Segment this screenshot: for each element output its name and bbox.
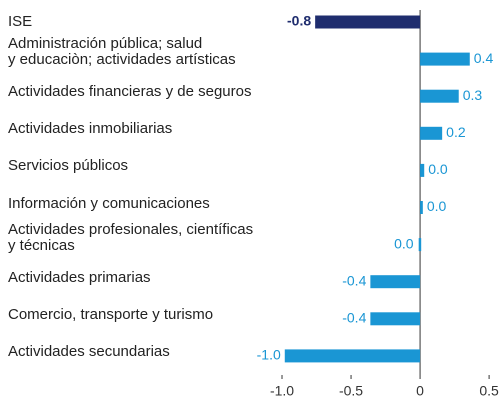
value-label: 0.3 <box>463 87 483 103</box>
value-label: -0.4 <box>342 310 366 326</box>
bar <box>284 349 421 363</box>
category-label: Servicios públicos <box>8 157 129 175</box>
category-label: Comercio, transporte y turismo <box>8 305 214 323</box>
value-label: -0.4 <box>342 272 366 288</box>
bar <box>315 15 421 29</box>
x-tick-label: -0.5 <box>339 383 363 399</box>
category-label: Información y comunicaciones <box>8 194 210 212</box>
bar <box>420 163 425 177</box>
bar <box>370 275 421 289</box>
bar <box>418 238 422 252</box>
bar <box>420 52 470 66</box>
value-label: 0.2 <box>446 124 466 140</box>
bar <box>420 201 423 214</box>
value-label: 0.4 <box>474 50 494 66</box>
x-tick-label: 0.5 <box>479 383 499 399</box>
x-tick-label: 0 <box>416 383 424 399</box>
category-label: Actividades primarias <box>8 268 151 286</box>
value-label: 0.0 <box>428 161 448 177</box>
category-label: Administración pública; salud y educaciò… <box>8 35 236 69</box>
x-tick-label: -1.0 <box>270 383 294 399</box>
category-label: Actividades inmobiliarias <box>8 120 173 138</box>
value-label: 0.0 <box>394 235 414 251</box>
category-label: Actividades financieras y de seguros <box>8 83 252 101</box>
category-label: Actividades profesionales, científicas y… <box>8 220 254 254</box>
bar <box>420 126 443 140</box>
value-label: 0.0 <box>427 198 447 214</box>
value-label: -1.0 <box>257 347 281 363</box>
category-label: ISE <box>8 13 33 30</box>
value-label: -0.8 <box>287 13 311 29</box>
bar <box>370 312 421 326</box>
category-label: Actividades secundarias <box>8 342 170 360</box>
bar <box>420 89 459 103</box>
